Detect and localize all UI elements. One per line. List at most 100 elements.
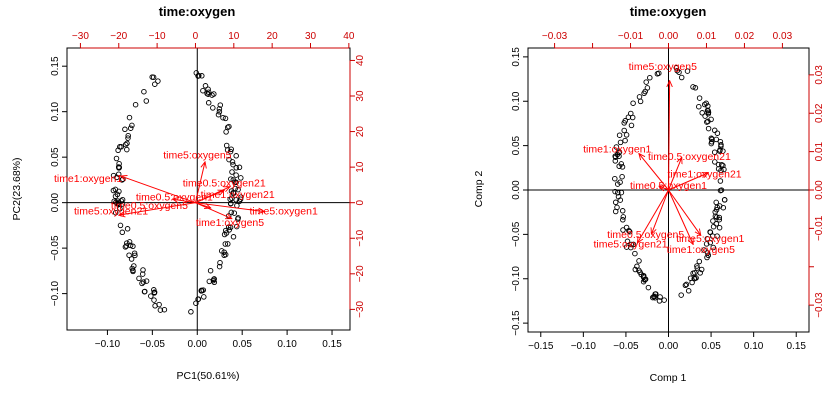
y-tick-label: −0.05 [511, 221, 522, 247]
observation-point [117, 222, 124, 229]
observation-point [217, 259, 223, 266]
observation-point [227, 148, 234, 155]
observation-point [721, 197, 728, 203]
observation-point [678, 74, 685, 81]
panel-1-loading-arrows [119, 162, 265, 219]
observation-point [206, 278, 213, 285]
x-tick-label: −0.10 [571, 341, 597, 352]
top-tick-label: 30 [305, 31, 317, 42]
top-tick-label: 0.00 [659, 31, 679, 42]
observation-point [225, 224, 232, 230]
observation-point [696, 95, 703, 101]
observation-point [220, 114, 226, 121]
observation-point [118, 198, 124, 204]
observation-point [618, 161, 625, 167]
observation-point [217, 102, 224, 108]
x-tick-label: −0.10 [95, 339, 121, 350]
observation-point [699, 110, 705, 116]
observation-point [122, 141, 129, 148]
observation-point [622, 137, 628, 144]
observation-point [717, 178, 724, 184]
observation-point [131, 263, 137, 269]
observation-point [714, 233, 720, 239]
arrow-label: time0.5:oxygen5 [607, 229, 684, 241]
panel-2-y-axis: −0.15 −0.10 −0.05 0.00 0.05 0.10 0.15 [511, 47, 528, 336]
observation-point [238, 175, 244, 181]
top-tick-label: −0.01 [618, 31, 644, 42]
loading-arrow [668, 173, 709, 191]
panel-2-loading-arrows [637, 81, 708, 245]
observation-point [230, 234, 237, 240]
observation-point [622, 118, 628, 124]
loading-arrow [195, 190, 224, 204]
observation-point [152, 81, 158, 87]
observation-point [676, 69, 682, 75]
observation-point [200, 87, 206, 94]
observation-point [720, 204, 727, 211]
loading-arrow [651, 189, 669, 234]
observation-point [233, 153, 239, 159]
observation-point [222, 115, 229, 122]
observation-point [636, 258, 642, 264]
observation-point [705, 125, 712, 132]
observation-point [226, 227, 232, 233]
panel-1: time:oxygen −0.10 −0.05 0.00 0.05 0.10 0.15 −… [11, 4, 366, 382]
arrow-label: time1:oxygen21 [201, 189, 275, 201]
observation-point [653, 291, 659, 297]
loading-arrow [195, 202, 231, 219]
y-tick-label: 0.05 [511, 135, 522, 155]
x-tick-label: 0.15 [322, 339, 342, 350]
panel-1-title: time:oxygen [159, 4, 236, 19]
arrow-label: time5:oxygen21 [593, 239, 667, 251]
observation-point [228, 176, 234, 182]
observation-point [141, 88, 147, 95]
panel-2-right-axis: −0.03 −0.01 0.00 0.01 0.02 0.03 [808, 65, 825, 318]
observation-point [621, 127, 627, 134]
observation-point [696, 258, 703, 265]
right-tick-label: 0.01 [814, 141, 825, 161]
observation-point [619, 208, 626, 214]
observation-point [612, 175, 618, 182]
x-tick-label: −0.05 [140, 339, 166, 350]
observation-point [620, 217, 626, 223]
right-tick-label: −10 [355, 229, 366, 246]
observation-point [221, 252, 227, 259]
arrow-label: time5:oxygen1 [676, 233, 744, 245]
right-tick-label: 30 [355, 90, 366, 102]
observation-point [125, 135, 131, 141]
observation-point [151, 287, 157, 293]
observation-point [124, 226, 131, 232]
observation-point [142, 288, 148, 295]
observation-point [612, 208, 619, 215]
observation-point [127, 125, 134, 131]
observation-point [623, 244, 630, 250]
observation-point [216, 263, 223, 270]
observation-point [701, 101, 708, 108]
loading-arrow [119, 202, 196, 215]
right-tick-label: 0.03 [814, 65, 825, 85]
panel-2-x-axis-label: Comp 1 [650, 372, 687, 384]
panel-1-y-axis: −0.10 −0.05 0.00 0.05 0.10 0.15 [50, 56, 67, 306]
loading-arrow [668, 189, 701, 235]
observation-point [130, 243, 136, 250]
observation-point [129, 122, 135, 129]
observation-point [119, 196, 126, 203]
observation-point [693, 275, 699, 281]
observation-point [696, 103, 702, 110]
loading-arrow [637, 189, 669, 243]
observation-point [612, 199, 619, 206]
observation-point [623, 224, 630, 231]
observation-point [201, 294, 207, 300]
observation-point [704, 254, 710, 261]
arrow-label: time1:oxygen21 [668, 168, 742, 180]
observation-point [642, 276, 649, 282]
observation-point [227, 224, 234, 231]
observation-point [223, 230, 230, 236]
panel-2-points [612, 65, 728, 304]
observation-point [196, 72, 202, 79]
observation-point [226, 156, 232, 163]
observation-point [628, 110, 634, 117]
x-tick-label: −0.15 [528, 341, 554, 352]
y-tick-label: −0.10 [50, 281, 61, 307]
panel-2-arrow-labels: time5:oxygen5time1:oxygen1time0.5:oxygen… [583, 61, 744, 256]
